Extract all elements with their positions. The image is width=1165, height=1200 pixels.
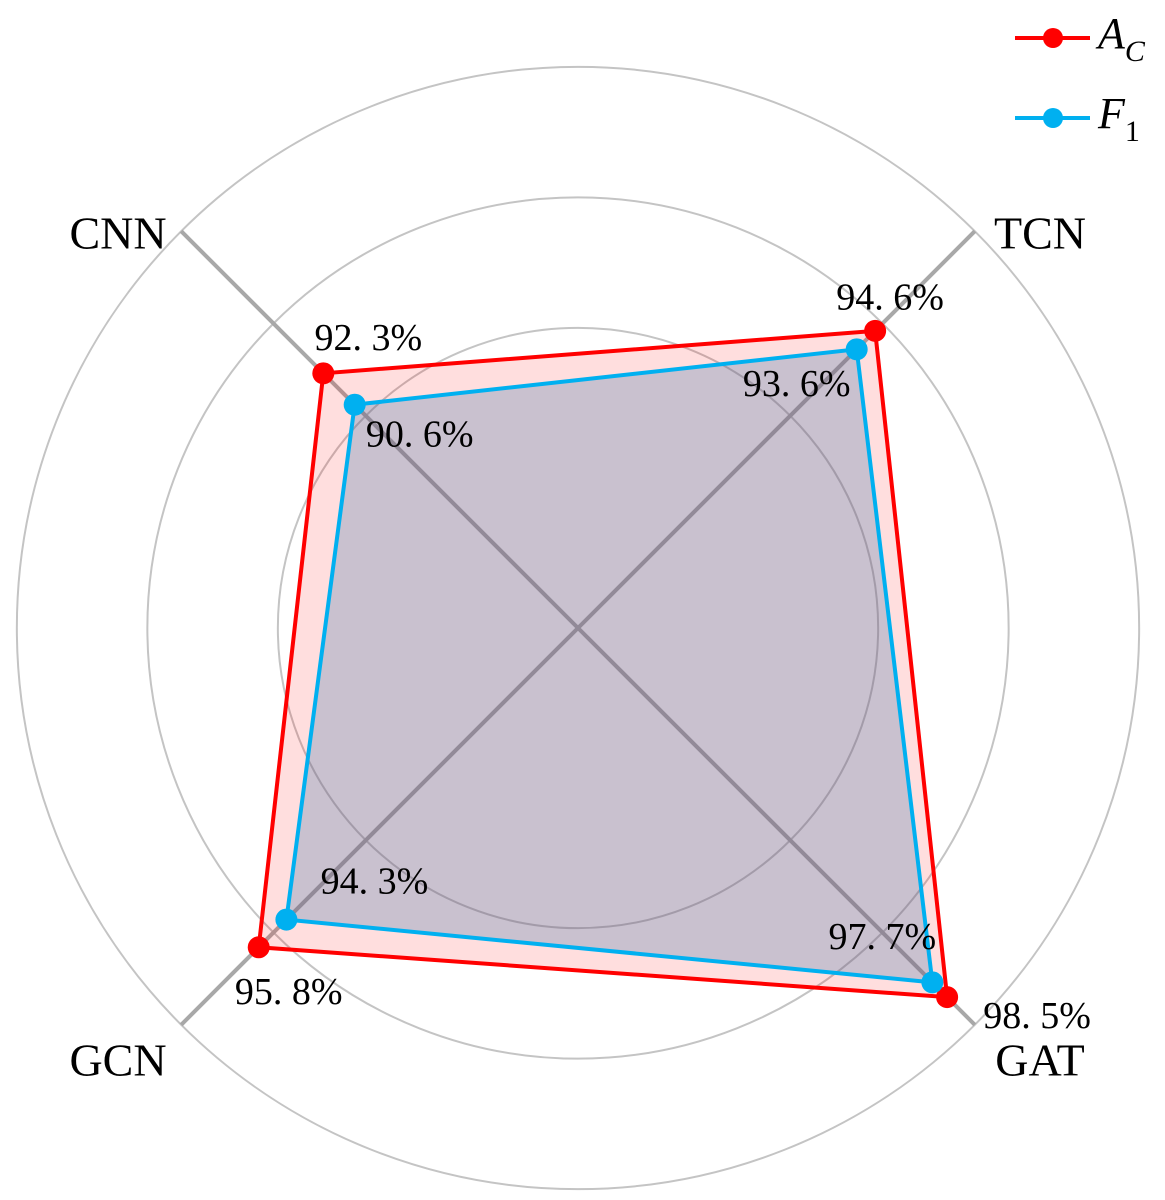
legend-marker [1043,28,1063,48]
value-label: 95. 8% [235,971,343,1013]
legend-marker [1043,108,1063,128]
value-label: 90. 6% [366,413,474,455]
data-point [275,908,298,931]
data-point [247,936,270,959]
value-label: 94. 6% [836,277,944,319]
legend-label: F1 [1097,89,1140,148]
axis-line [576,229,977,630]
category-label: GAT [995,1035,1084,1086]
data-point [845,338,868,361]
data-point [343,393,366,416]
grid-ring [15,65,1141,1191]
data-point [864,319,887,342]
axis-line [576,626,977,1027]
value-label: 93. 6% [743,363,851,405]
data-point [936,986,959,1009]
category-label: GCN [69,1035,166,1086]
category-label: CNN [69,208,166,259]
grid-ring [146,196,1010,1060]
value-label: 97. 7% [829,916,937,958]
value-label: 92. 3% [314,317,422,359]
value-label: 98. 5% [983,995,1091,1037]
legend-label: AC [1095,9,1146,68]
grid-ring [276,326,880,930]
value-label: 94. 3% [321,860,429,902]
data-point [312,362,335,385]
category-label: TCN [994,208,1086,259]
axis-line [179,229,580,630]
data-point [921,971,944,994]
axis-line [179,626,580,1027]
